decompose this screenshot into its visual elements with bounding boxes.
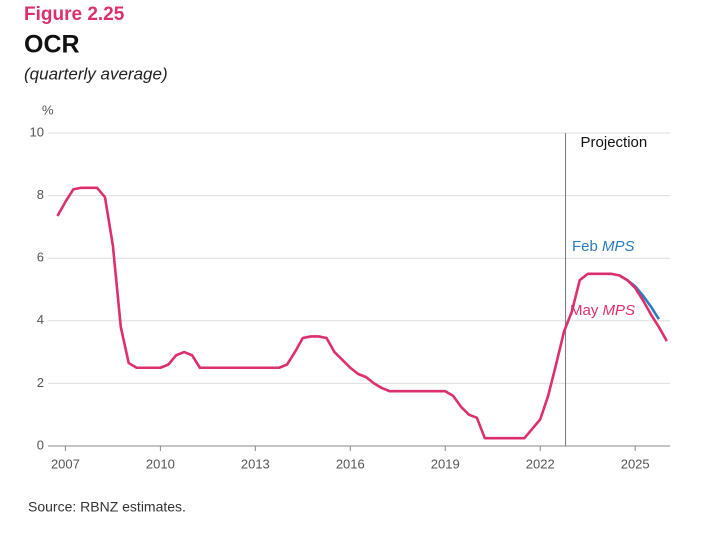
y-tick-label: 8 — [37, 187, 44, 202]
x-tick-label: 2025 — [621, 456, 650, 471]
y-tick-label: 6 — [37, 250, 44, 265]
y-unit: % — [42, 102, 54, 117]
source: Source: RBNZ estimates. — [28, 499, 186, 515]
y-tick-label: 0 — [37, 437, 44, 452]
series-line — [56, 186, 668, 440]
x-tick-label: 2016 — [336, 456, 365, 471]
x-tick-label: 2007 — [51, 456, 80, 471]
x-tick-label: 2010 — [146, 456, 175, 471]
y-tick-label: 10 — [30, 124, 44, 139]
legend-label: May MPS — [570, 302, 635, 319]
y-tick-label: 4 — [37, 312, 44, 327]
chart-title: OCR — [24, 31, 80, 59]
x-tick-label: 2019 — [431, 456, 460, 471]
legend-label: Feb MPS — [572, 238, 635, 255]
x-tick-label: 2022 — [526, 456, 555, 471]
figure-label: Figure 2.25 — [24, 4, 125, 25]
chart-subtitle: (quarterly average) — [24, 64, 168, 83]
projection-label: Projection — [581, 134, 648, 151]
y-tick-label: 2 — [37, 375, 44, 390]
x-tick-label: 2013 — [241, 456, 270, 471]
